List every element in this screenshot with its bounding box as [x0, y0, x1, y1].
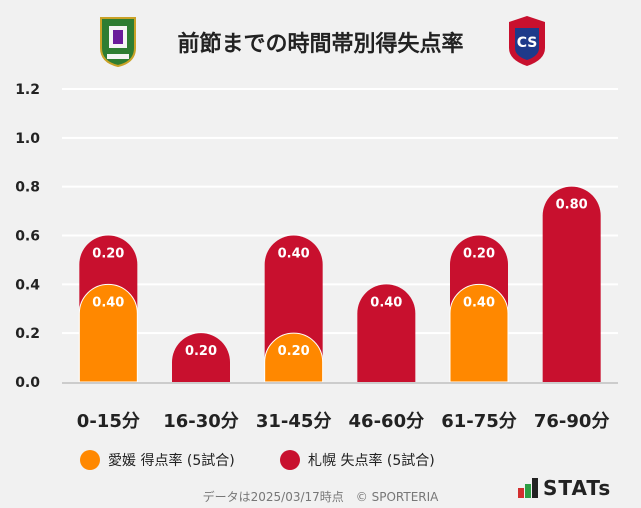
- svg-text:CS: CS: [517, 35, 538, 51]
- x-tick-label: 0-15分: [77, 411, 140, 432]
- bar-away: [172, 333, 230, 382]
- legend-label-home: 愛媛 得点率 (5試合): [108, 453, 235, 469]
- x-tick-label: 46-60分: [349, 411, 425, 432]
- data-label-away: 0.20: [92, 247, 124, 262]
- data-label-away: 0.20: [463, 247, 495, 262]
- chart-title: 前節までの時間帯別得失点率: [177, 32, 464, 57]
- home-team-logo: [100, 17, 136, 68]
- bar-away: [542, 186, 601, 382]
- y-tick-label: 0.0: [15, 375, 40, 391]
- y-tick-label: 1.0: [15, 131, 40, 147]
- legend-item-away: 札幌 失点率 (5試合): [280, 450, 435, 470]
- y-tick-label: 0.8: [15, 180, 40, 196]
- away-team-logo: CS: [509, 16, 545, 66]
- legend-label-away: 札幌 失点率 (5試合): [308, 453, 435, 469]
- bar-chart: 0.0 0.2 0.4 0.6 0.8 1.0 1.2 0.20 0.40 0-15分 0.20 16…: [15, 82, 618, 432]
- data-label-away: 0.80: [556, 198, 588, 213]
- data-label-away: 0.40: [370, 295, 402, 310]
- x-tick-label: 76-90分: [534, 411, 610, 432]
- stats-brand: STATs: [543, 476, 612, 500]
- data-label-home: 0.40: [92, 295, 124, 310]
- x-tick-label: 61-75分: [441, 411, 517, 432]
- legend-swatch-home: [80, 450, 100, 470]
- stats-logo: STATs: [518, 478, 611, 498]
- bar-home: [78, 284, 138, 383]
- legend-swatch-away: [280, 450, 300, 470]
- footer-note: データは2025/03/17時点 © SPORTERIA: [202, 490, 439, 504]
- data-label-home: 0.20: [278, 344, 310, 359]
- bar-away: [357, 284, 416, 382]
- y-tick-label: 1.2: [15, 82, 40, 98]
- x-tick-label: 31-45分: [256, 411, 332, 432]
- y-tick-label: 0.4: [15, 277, 40, 293]
- bar-home: [449, 283, 509, 383]
- legend-item-home: 愛媛 得点率 (5試合): [80, 450, 235, 470]
- data-label-away: 0.40: [278, 247, 310, 262]
- data-label-home: 0.40: [463, 295, 495, 310]
- x-tick-label: 16-30分: [163, 411, 239, 432]
- stats-bars-icon: [518, 478, 538, 498]
- y-tick-label: 0.6: [15, 229, 40, 245]
- bar-home: [264, 332, 324, 383]
- y-tick-label: 0.2: [15, 326, 40, 342]
- data-label-away: 0.20: [185, 344, 217, 359]
